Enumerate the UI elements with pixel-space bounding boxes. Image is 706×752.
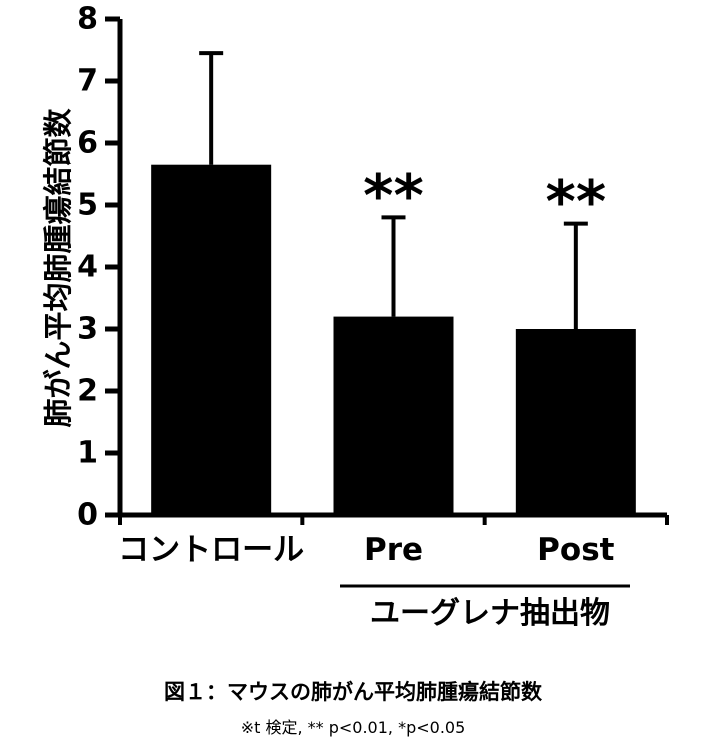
y-tick-label: 2 — [77, 374, 98, 409]
category-label-2: Post — [537, 532, 614, 568]
significance-marker-1: ** — [363, 161, 424, 229]
y-tick-label: 4 — [77, 250, 98, 285]
y-tick-label: 6 — [77, 126, 98, 161]
bars — [151, 51, 636, 515]
y-axis-label: 肺がん平均肺腫瘍結節数 — [41, 108, 75, 428]
y-tick-label: 1 — [77, 436, 98, 471]
category-label-0: コントロール — [118, 532, 304, 568]
significance-marker-2: ** — [545, 168, 606, 236]
y-tick-label: 5 — [77, 188, 98, 223]
figure-note: ※t 検定, ** p<0.01, *p<0.05 — [241, 718, 466, 737]
group-label: ユーグレナ抽出物 — [370, 596, 610, 631]
bar-2 — [515, 329, 636, 515]
y-tick-label: 7 — [77, 64, 98, 99]
y-tick-label: 8 — [77, 2, 98, 37]
y-tick-label: 3 — [77, 312, 98, 347]
bar-0 — [151, 164, 272, 515]
category-label-1: Pre — [364, 532, 423, 568]
bar-1 — [333, 316, 454, 515]
labels: 0 1 2 3 4 5 6 7 8 コントロール ** Pre ** Post — [77, 2, 615, 569]
y-tick-label: 0 — [77, 498, 98, 533]
figure-title: 図１：マウスの肺がん平均肺腫瘍結節数 — [164, 680, 543, 704]
